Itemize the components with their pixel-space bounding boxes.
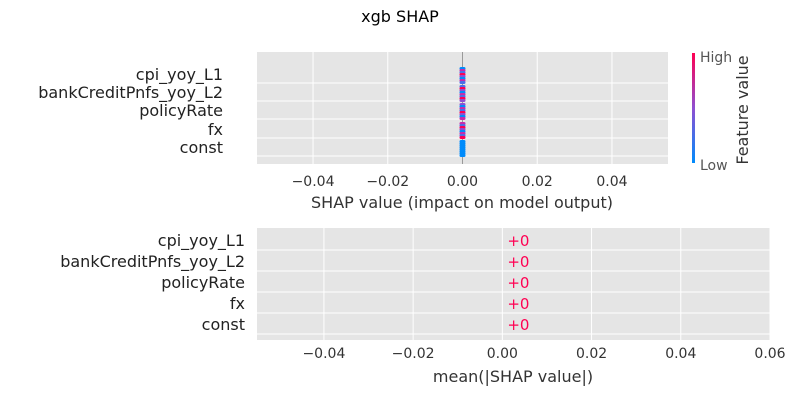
bar-x-tick-label: −0.02 (392, 346, 435, 362)
feature-value-colorbar: High Low Feature value (692, 50, 752, 174)
beeswarm-x-ticks: −0.04 −0.02 0.00 0.02 0.04 (292, 174, 628, 190)
bar-x-ticks: −0.04 −0.02 0.00 0.02 0.04 0.06 (302, 346, 785, 362)
beeswarm-x-tick-label: 0.00 (447, 174, 478, 190)
colorbar-high-label: High (700, 50, 732, 66)
bar-x-tick-label: 0.02 (576, 346, 607, 362)
bar-value-label: +0 (507, 232, 529, 250)
beeswarm-feature-label: bankCreditPnfs_yoy_L2 (38, 83, 223, 103)
beeswarm-feature-label: policyRate (139, 101, 223, 120)
bar-x-tick-label: 0.04 (665, 346, 696, 362)
bar-plot-area (257, 228, 770, 340)
beeswarm-point (459, 99, 466, 102)
beeswarm-feature-label: fx (208, 120, 223, 139)
bar-feature-labels: cpi_yoy_L1bankCreditPnfs_yoy_L2policyRat… (60, 231, 245, 334)
bar-value-labels: +0 +0 +0 +0 +0 (507, 232, 529, 334)
bar-value-label: +0 (507, 295, 529, 313)
bar-feature-label: policyRate (161, 273, 245, 292)
beeswarm-point (459, 136, 466, 139)
bar-x-axis-label: mean(|SHAP value|) (433, 367, 593, 386)
colorbar-low-label: Low (700, 158, 728, 174)
beeswarm-point (459, 154, 466, 157)
bar-x-tick-label: 0.06 (754, 346, 785, 362)
bar-x-tick-label: 0.00 (487, 346, 518, 362)
beeswarm-x-tick-label: −0.02 (366, 174, 409, 190)
bar-value-label: +0 (507, 316, 529, 334)
bar-value-label: +0 (507, 274, 529, 292)
colorbar-title: Feature value (733, 55, 752, 164)
beeswarm-feature-labels: cpi_yoy_L1bankCreditPnfs_yoy_L2policyRat… (38, 65, 223, 157)
beeswarm-x-tick-label: −0.04 (292, 174, 335, 190)
bar-feature-label: const (202, 315, 245, 334)
bar-panel: −0.04 −0.02 0.00 0.02 0.04 0.06 cpi_yoy_L1ban… (60, 228, 786, 386)
bar-feature-label: bankCreditPnfs_yoy_L2 (60, 252, 245, 272)
chart-title: xgb SHAP (361, 7, 439, 26)
beeswarm-point (459, 117, 466, 120)
beeswarm-x-tick-label: 0.04 (596, 174, 627, 190)
beeswarm-point (459, 81, 466, 84)
bar-x-tick-label: −0.04 (302, 346, 345, 362)
beeswarm-panel: −0.04 −0.02 0.00 0.02 0.04 cpi_yoy_L1bankCre… (38, 52, 668, 212)
bar-feature-label: fx (230, 294, 245, 313)
beeswarm-points (459, 67, 466, 157)
beeswarm-x-axis-label: SHAP value (impact on model output) (311, 193, 613, 212)
colorbar-gradient (692, 53, 695, 163)
bar-feature-label: cpi_yoy_L1 (158, 231, 245, 251)
bar-grid (257, 228, 771, 340)
beeswarm-feature-label: const (180, 138, 223, 157)
beeswarm-x-tick-label: 0.02 (522, 174, 553, 190)
beeswarm-feature-label: cpi_yoy_L1 (136, 65, 223, 85)
bar-value-label: +0 (507, 253, 529, 271)
